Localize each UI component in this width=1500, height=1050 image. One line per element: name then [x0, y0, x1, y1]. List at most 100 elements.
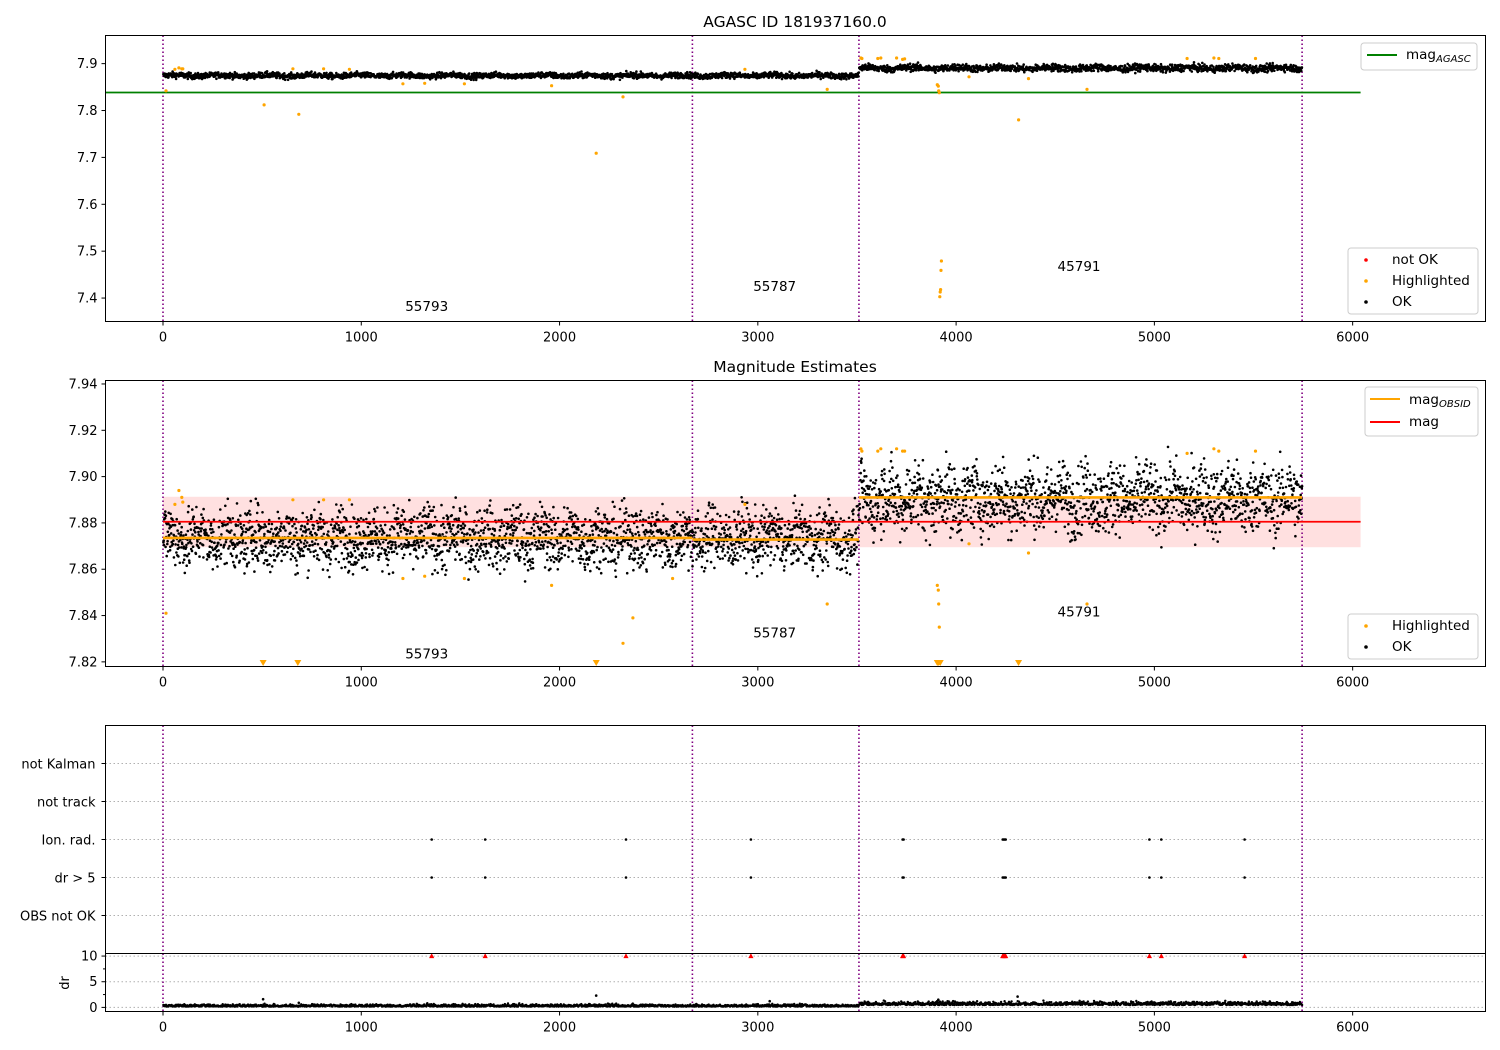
- ok-point: [337, 524, 340, 527]
- ok-point: [368, 555, 371, 559]
- ok-point: [364, 552, 368, 555]
- ok-point: [908, 62, 912, 65]
- ok-point: [1022, 63, 1025, 66]
- highlighted-point: [825, 87, 829, 91]
- ok-point: [364, 556, 368, 559]
- ok-point: [219, 557, 222, 560]
- ok-point: [268, 563, 271, 566]
- ok-point: [479, 555, 482, 558]
- ok-point: [192, 515, 195, 518]
- ok-point: [283, 78, 287, 82]
- ok-point: [443, 526, 446, 529]
- ok-point: [278, 544, 282, 548]
- ok-point: [180, 546, 183, 549]
- ok-point: [312, 555, 316, 558]
- highlighted-point: [181, 67, 185, 71]
- ok-point: [307, 548, 311, 551]
- panel2-title: Magnitude Estimates: [713, 358, 877, 376]
- ok-point: [1146, 69, 1149, 73]
- ok-point: [275, 76, 279, 80]
- ok-point: [1001, 68, 1004, 72]
- ok-point: [504, 555, 507, 558]
- ok-point: [244, 530, 248, 534]
- ok-point: [459, 524, 463, 528]
- highlighted-point: [903, 57, 907, 61]
- ok-point: [302, 542, 306, 545]
- ok-point: [291, 516, 295, 520]
- ok-point: [398, 544, 401, 548]
- ok-point: [1203, 63, 1206, 66]
- ok-point: [289, 545, 292, 548]
- ok-point: [245, 564, 249, 568]
- ok-point: [393, 541, 397, 544]
- ok-point: [211, 568, 215, 571]
- ok-point: [384, 548, 388, 552]
- ok-point: [309, 530, 313, 534]
- ok-point: [268, 530, 272, 534]
- ok-point: [478, 558, 481, 561]
- ok-point: [442, 516, 445, 520]
- ok-point: [390, 547, 393, 550]
- ok-point: [524, 548, 527, 552]
- ok-point: [226, 522, 229, 526]
- ok-point: [383, 506, 386, 509]
- ok-point: [514, 517, 518, 520]
- ok-point: [235, 554, 238, 558]
- ok-point: [378, 542, 382, 546]
- ok-point: [482, 528, 486, 532]
- ok-point: [307, 569, 310, 572]
- ok-point: [426, 515, 430, 519]
- ok-point: [300, 524, 304, 528]
- ok-point: [420, 530, 424, 533]
- ok-point: [273, 540, 277, 543]
- ok-point: [934, 71, 937, 74]
- ok-point: [175, 517, 178, 521]
- ok-point: [1015, 62, 1019, 65]
- ok-point: [263, 523, 267, 526]
- ok-point: [336, 528, 339, 532]
- ok-point: [212, 518, 216, 521]
- highlighted-point: [291, 67, 295, 71]
- ok-point: [174, 543, 177, 546]
- ok-point: [327, 553, 331, 557]
- ok-point: [296, 571, 300, 575]
- ok-point: [482, 531, 485, 535]
- ok-point: [370, 548, 374, 552]
- ok-point: [189, 71, 192, 75]
- ok-point: [201, 516, 205, 520]
- ok-point: [431, 572, 434, 576]
- ok-point: [422, 509, 425, 512]
- ok-point: [431, 509, 435, 512]
- ok-point: [476, 549, 480, 552]
- ok-point: [357, 558, 360, 562]
- ok-point: [263, 532, 266, 536]
- ok-point: [345, 557, 349, 560]
- ok-point: [316, 553, 319, 557]
- ok-point: [255, 554, 259, 558]
- ok-point: [325, 71, 328, 75]
- ok-point: [201, 543, 205, 547]
- ok-point: [265, 558, 269, 562]
- ok-point: [454, 558, 457, 561]
- ok-point: [270, 527, 273, 531]
- ok-point: [219, 543, 223, 547]
- ok-point: [352, 546, 356, 550]
- ok-point: [518, 548, 522, 552]
- ok-point: [223, 543, 226, 546]
- ok-point: [299, 541, 303, 544]
- ok-point: [335, 503, 338, 506]
- ok-point: [491, 565, 495, 568]
- ok-point: [513, 524, 516, 528]
- ok-point: [257, 552, 261, 555]
- ok-point: [502, 557, 505, 560]
- ok-point: [957, 69, 960, 73]
- ok-point: [404, 527, 407, 531]
- ok-point: [182, 534, 185, 537]
- ok-point: [483, 509, 486, 512]
- ok-point: [363, 565, 366, 569]
- ok-point: [495, 561, 498, 565]
- ok-point: [315, 533, 318, 536]
- legend-marker-highlighted: [1364, 279, 1368, 283]
- ok-point: [464, 555, 467, 559]
- ok-point: [320, 73, 323, 76]
